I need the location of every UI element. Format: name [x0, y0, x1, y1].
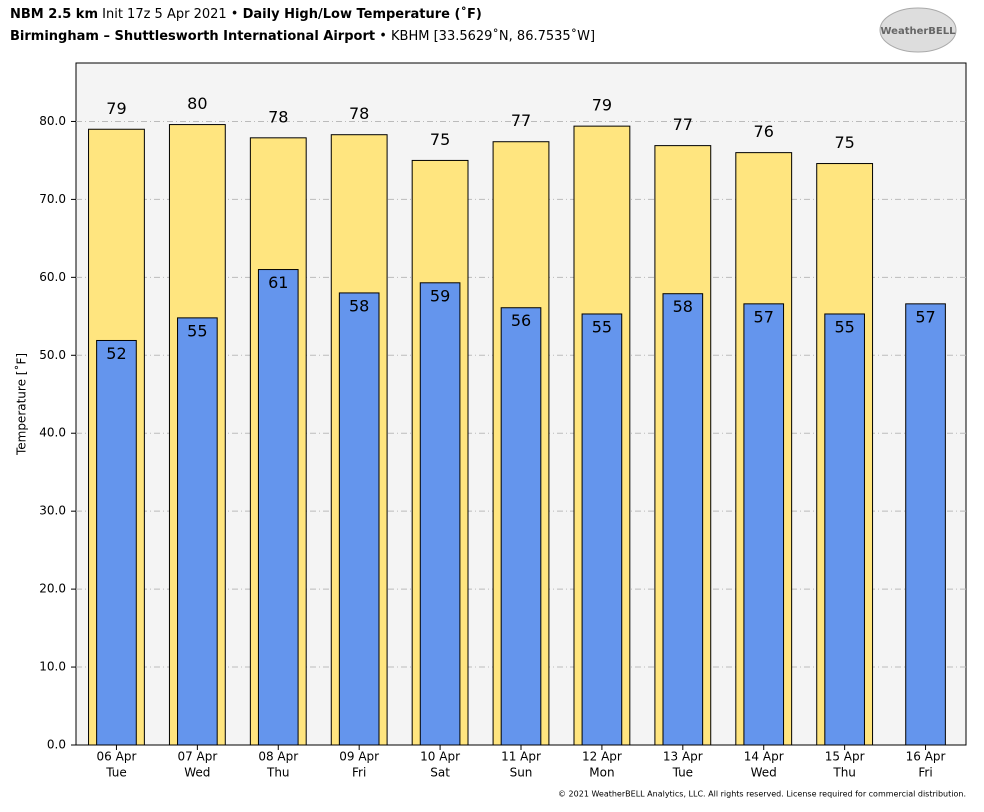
x-tick-label: Wed	[184, 766, 210, 780]
bar	[419, 282, 461, 746]
bar	[743, 303, 785, 746]
x-tick-label: 16 Apr	[906, 750, 946, 764]
x-tick-label: Tue	[672, 766, 694, 780]
bar	[905, 303, 946, 746]
x-tick-label: 10 Apr	[420, 750, 460, 764]
value-label: 55	[592, 317, 612, 336]
value-label: 55	[187, 321, 207, 340]
x-tick-label: Fri	[918, 766, 932, 780]
station-info: KBHM [33.5629˚N, 86.7535˚W]	[391, 28, 595, 44]
value-label: 78	[268, 107, 288, 126]
bar	[500, 307, 542, 746]
product: Daily High/Low Temperature (˚F)	[243, 6, 482, 22]
y-tick-label: 70.0	[39, 192, 66, 206]
x-tick-label: 08 Apr	[258, 750, 298, 764]
x-tick-label: 11 Apr	[501, 750, 541, 764]
x-tick-label: Thu	[266, 766, 290, 780]
bar	[96, 339, 137, 746]
x-tick-label: 15 Apr	[825, 750, 865, 764]
value-label: 76	[754, 122, 774, 141]
y-tick-label: 60.0	[39, 270, 66, 284]
x-tick-label: Sat	[430, 766, 450, 780]
y-tick-label: 30.0	[39, 504, 66, 518]
value-label: 59	[430, 286, 450, 305]
x-tick-label: Tue	[105, 766, 127, 780]
x-tick-label: Fri	[352, 766, 366, 780]
x-tick-label: 13 Apr	[663, 750, 703, 764]
bar	[177, 317, 218, 746]
copyright: © 2021 WeatherBELL Analytics, LLC. All r…	[558, 790, 966, 799]
logo-mark	[879, 7, 957, 53]
bar	[257, 269, 299, 746]
value-label: 77	[511, 111, 531, 130]
bar	[338, 292, 380, 746]
bar	[662, 293, 704, 746]
x-tick-label: Mon	[589, 766, 614, 780]
x-tick-label: 12 Apr	[582, 750, 622, 764]
x-tick-label: 09 Apr	[339, 750, 379, 764]
value-label: 55	[834, 317, 854, 336]
y-tick-label: 10.0	[39, 660, 66, 674]
value-label: 56	[511, 311, 531, 330]
value-label: 57	[915, 307, 935, 326]
value-label: 78	[349, 104, 369, 123]
value-label: 79	[592, 96, 612, 115]
value-label: 77	[673, 115, 693, 134]
y-tick-label: 80.0	[39, 114, 66, 128]
init: Init 17z 5 Apr 2021	[102, 7, 227, 22]
header-line: NBM 2.5 km Init 17z 5 Apr 2021 • Daily H…	[10, 6, 482, 22]
y-tick-label: 20.0	[39, 582, 66, 596]
x-tick-label: Wed	[751, 766, 777, 780]
value-label: 80	[187, 94, 207, 113]
x-tick-label: 14 Apr	[744, 750, 784, 764]
value-label: 75	[834, 133, 854, 152]
x-tick-label: Sun	[510, 766, 533, 780]
x-tick-label: 06 Apr	[97, 750, 137, 764]
model: NBM 2.5 km	[10, 7, 98, 22]
header-line: Birmingham – Shuttlesworth International…	[10, 28, 595, 44]
value-label: 79	[106, 99, 126, 118]
x-tick-label: 07 Apr	[177, 750, 217, 764]
x-tick-label: Thu	[832, 766, 856, 780]
bar	[581, 313, 623, 746]
station: Birmingham – Shuttlesworth International…	[10, 29, 375, 44]
value-label: 61	[268, 273, 288, 292]
y-tick-label: 50.0	[39, 348, 66, 362]
y-tick-label: 0.0	[47, 738, 66, 752]
value-label: 57	[754, 307, 774, 326]
y-tick-label: 40.0	[39, 426, 66, 440]
value-label: 75	[430, 130, 450, 149]
y-axis-label: Temperature [˚F]	[14, 353, 29, 456]
value-label: 52	[106, 344, 126, 363]
bar	[824, 313, 865, 746]
value-label: 58	[349, 296, 369, 315]
logo: WeatherBELL	[880, 26, 956, 37]
value-label: 58	[673, 297, 693, 316]
